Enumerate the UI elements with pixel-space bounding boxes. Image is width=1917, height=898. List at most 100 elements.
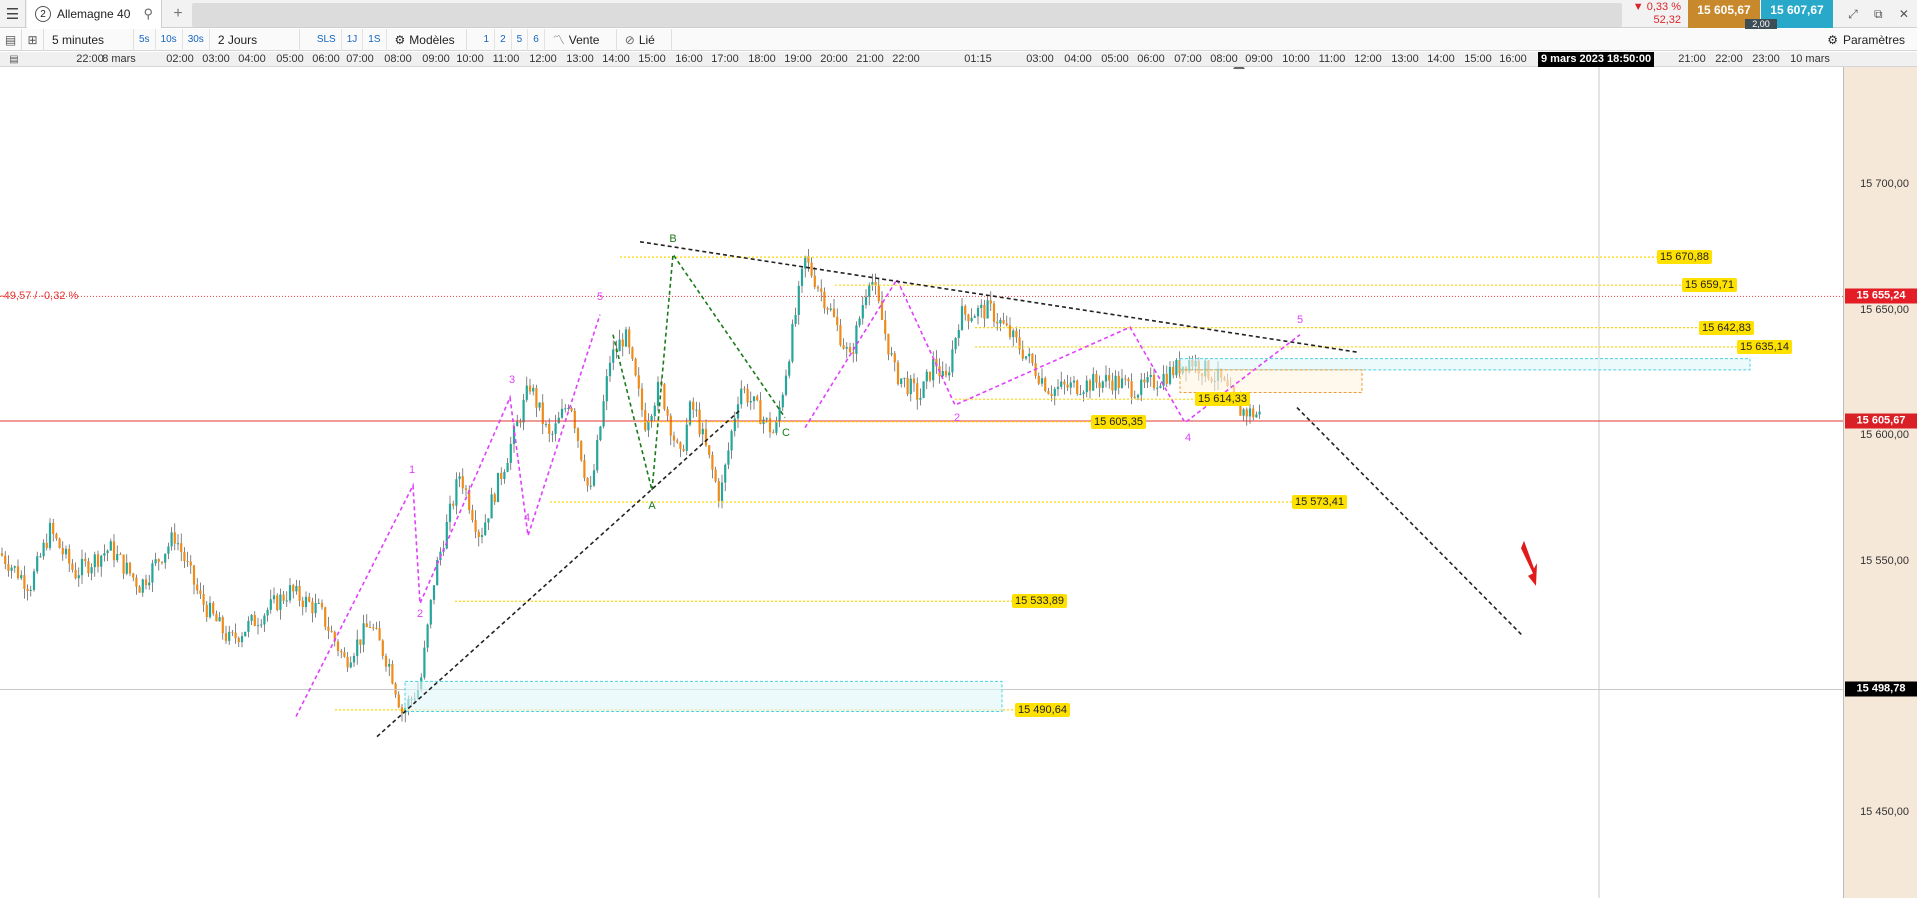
tf-button-30s[interactable]: 30s	[183, 28, 210, 51]
num-button-1[interactable]: 1	[479, 28, 496, 51]
level-price-label[interactable]: 15 605,35	[1091, 414, 1146, 429]
candle-body	[704, 428, 708, 446]
time-tick: 06:00	[312, 53, 340, 65]
timeframe-select[interactable]: 5 minutes	[44, 28, 134, 51]
candle-body	[1248, 408, 1252, 417]
candle-body	[810, 262, 813, 276]
candle-body	[468, 489, 471, 510]
candle-body	[132, 573, 135, 578]
candle-body	[231, 631, 234, 633]
candle-body	[13, 566, 16, 568]
wave-label: 2	[416, 607, 424, 620]
add-tab-icon[interactable]: +	[173, 5, 183, 22]
candle-body	[1136, 394, 1140, 398]
tab-area	[192, 3, 1622, 27]
candle-body	[868, 285, 871, 297]
candle-body	[880, 301, 884, 320]
candle-body	[400, 707, 404, 714]
candle-body	[58, 538, 61, 549]
level-price-label[interactable]: 15 573,41	[1292, 494, 1347, 509]
candle-body	[1044, 378, 1047, 392]
candle-body	[1149, 374, 1152, 377]
candle-body	[925, 371, 928, 382]
candle-body	[23, 575, 26, 589]
candle-body	[692, 401, 695, 410]
candle-body	[855, 325, 858, 354]
wave-label: A	[648, 499, 656, 512]
candle-body	[602, 401, 605, 427]
time-tick: 8 mars	[102, 53, 136, 65]
candle-body	[157, 559, 160, 562]
num-button-5[interactable]: 5	[512, 28, 529, 51]
wave-label: 4	[523, 512, 531, 525]
candle-body	[727, 450, 730, 465]
window-controls: ⤢ ⧉ ✕	[1840, 0, 1917, 28]
level-price-label[interactable]: 15 533,89	[1012, 594, 1067, 609]
settings-button[interactable]: ⚙ Paramètres	[1827, 33, 1917, 47]
candle-body	[1015, 330, 1018, 338]
gear-icon: ⚙	[1827, 32, 1838, 47]
wave-label: C	[782, 426, 790, 439]
period-select[interactable]: 2 Jours	[210, 28, 300, 51]
candle-body	[772, 432, 775, 434]
candle-body	[464, 488, 468, 490]
axis-list-icon[interactable]: ▤	[9, 54, 19, 65]
period-button-1j[interactable]: 1J	[342, 28, 364, 51]
level-price-label[interactable]: 15 642,83	[1699, 320, 1754, 335]
time-tick: 11:00	[492, 53, 520, 65]
period-button-sls[interactable]: SLS	[312, 28, 342, 51]
close-icon[interactable]: ✕	[1898, 7, 1909, 21]
candle-body	[826, 308, 829, 310]
list-icon[interactable]: ▤	[0, 28, 22, 51]
candle-body	[455, 479, 458, 506]
price-chart[interactable]	[0, 67, 1843, 898]
candle-body	[1143, 379, 1146, 383]
candle-body	[733, 418, 736, 432]
num-button-6[interactable]: 6	[528, 28, 545, 51]
candle-body	[272, 595, 276, 600]
candle-body	[1258, 411, 1261, 415]
candle-body	[596, 440, 599, 471]
level-price-label[interactable]: 15 490,64	[1015, 702, 1070, 717]
detach-icon[interactable]: ⤢	[1848, 6, 1858, 21]
candle-body	[890, 353, 893, 355]
candle-body	[586, 478, 589, 486]
layout-icon[interactable]: ⊞	[22, 28, 44, 51]
search-icon[interactable]: ⚲	[143, 6, 153, 21]
tf-button-10s[interactable]: 10s	[156, 28, 183, 51]
sell-mode-button[interactable]: 〽 Vente	[545, 28, 617, 51]
candle-body	[1120, 378, 1124, 388]
candle-body	[116, 554, 119, 561]
candle-body	[64, 548, 68, 555]
candle-body	[372, 627, 375, 629]
level-price-label[interactable]: 15 614,33	[1195, 392, 1250, 407]
models-button[interactable]: ⚙ Modèles	[387, 28, 467, 51]
candle-body	[135, 577, 138, 587]
time-tick: 14:00	[602, 53, 630, 65]
candle-body	[1072, 380, 1076, 383]
candle-body	[1140, 379, 1143, 395]
candle-body	[711, 454, 714, 470]
level-price-label[interactable]: 15 635,14	[1737, 339, 1792, 354]
sell-price-button[interactable]: 15 605,67	[1688, 0, 1760, 28]
level-price-label[interactable]: 15 659,71	[1682, 278, 1737, 293]
time-tick: 10:00	[456, 53, 484, 65]
candle-body	[912, 378, 916, 384]
link-button[interactable]: ⊘ Lié	[617, 28, 672, 51]
candle-body	[784, 375, 788, 395]
price-tick: 15 700,00	[1860, 178, 1909, 190]
candle-body	[698, 409, 701, 435]
candle-body	[970, 317, 973, 322]
hamburger-menu-icon[interactable]: ☰	[0, 0, 26, 28]
candle-body	[285, 600, 288, 602]
candle-body	[928, 371, 932, 381]
instrument-tab[interactable]: 2 Allemagne 40 ⚲	[27, 0, 162, 28]
tf-button-5s[interactable]: 5s	[134, 28, 156, 51]
prev-close-price-tag: 15 655,24	[1845, 288, 1917, 304]
level-price-label[interactable]: 15 670,88	[1657, 250, 1712, 265]
candle-body	[548, 423, 551, 434]
num-button-2[interactable]: 2	[495, 28, 512, 51]
period-button-1s[interactable]: 1S	[363, 28, 387, 51]
candle-body	[672, 435, 676, 441]
popout-icon[interactable]: ⧉	[1873, 6, 1883, 21]
